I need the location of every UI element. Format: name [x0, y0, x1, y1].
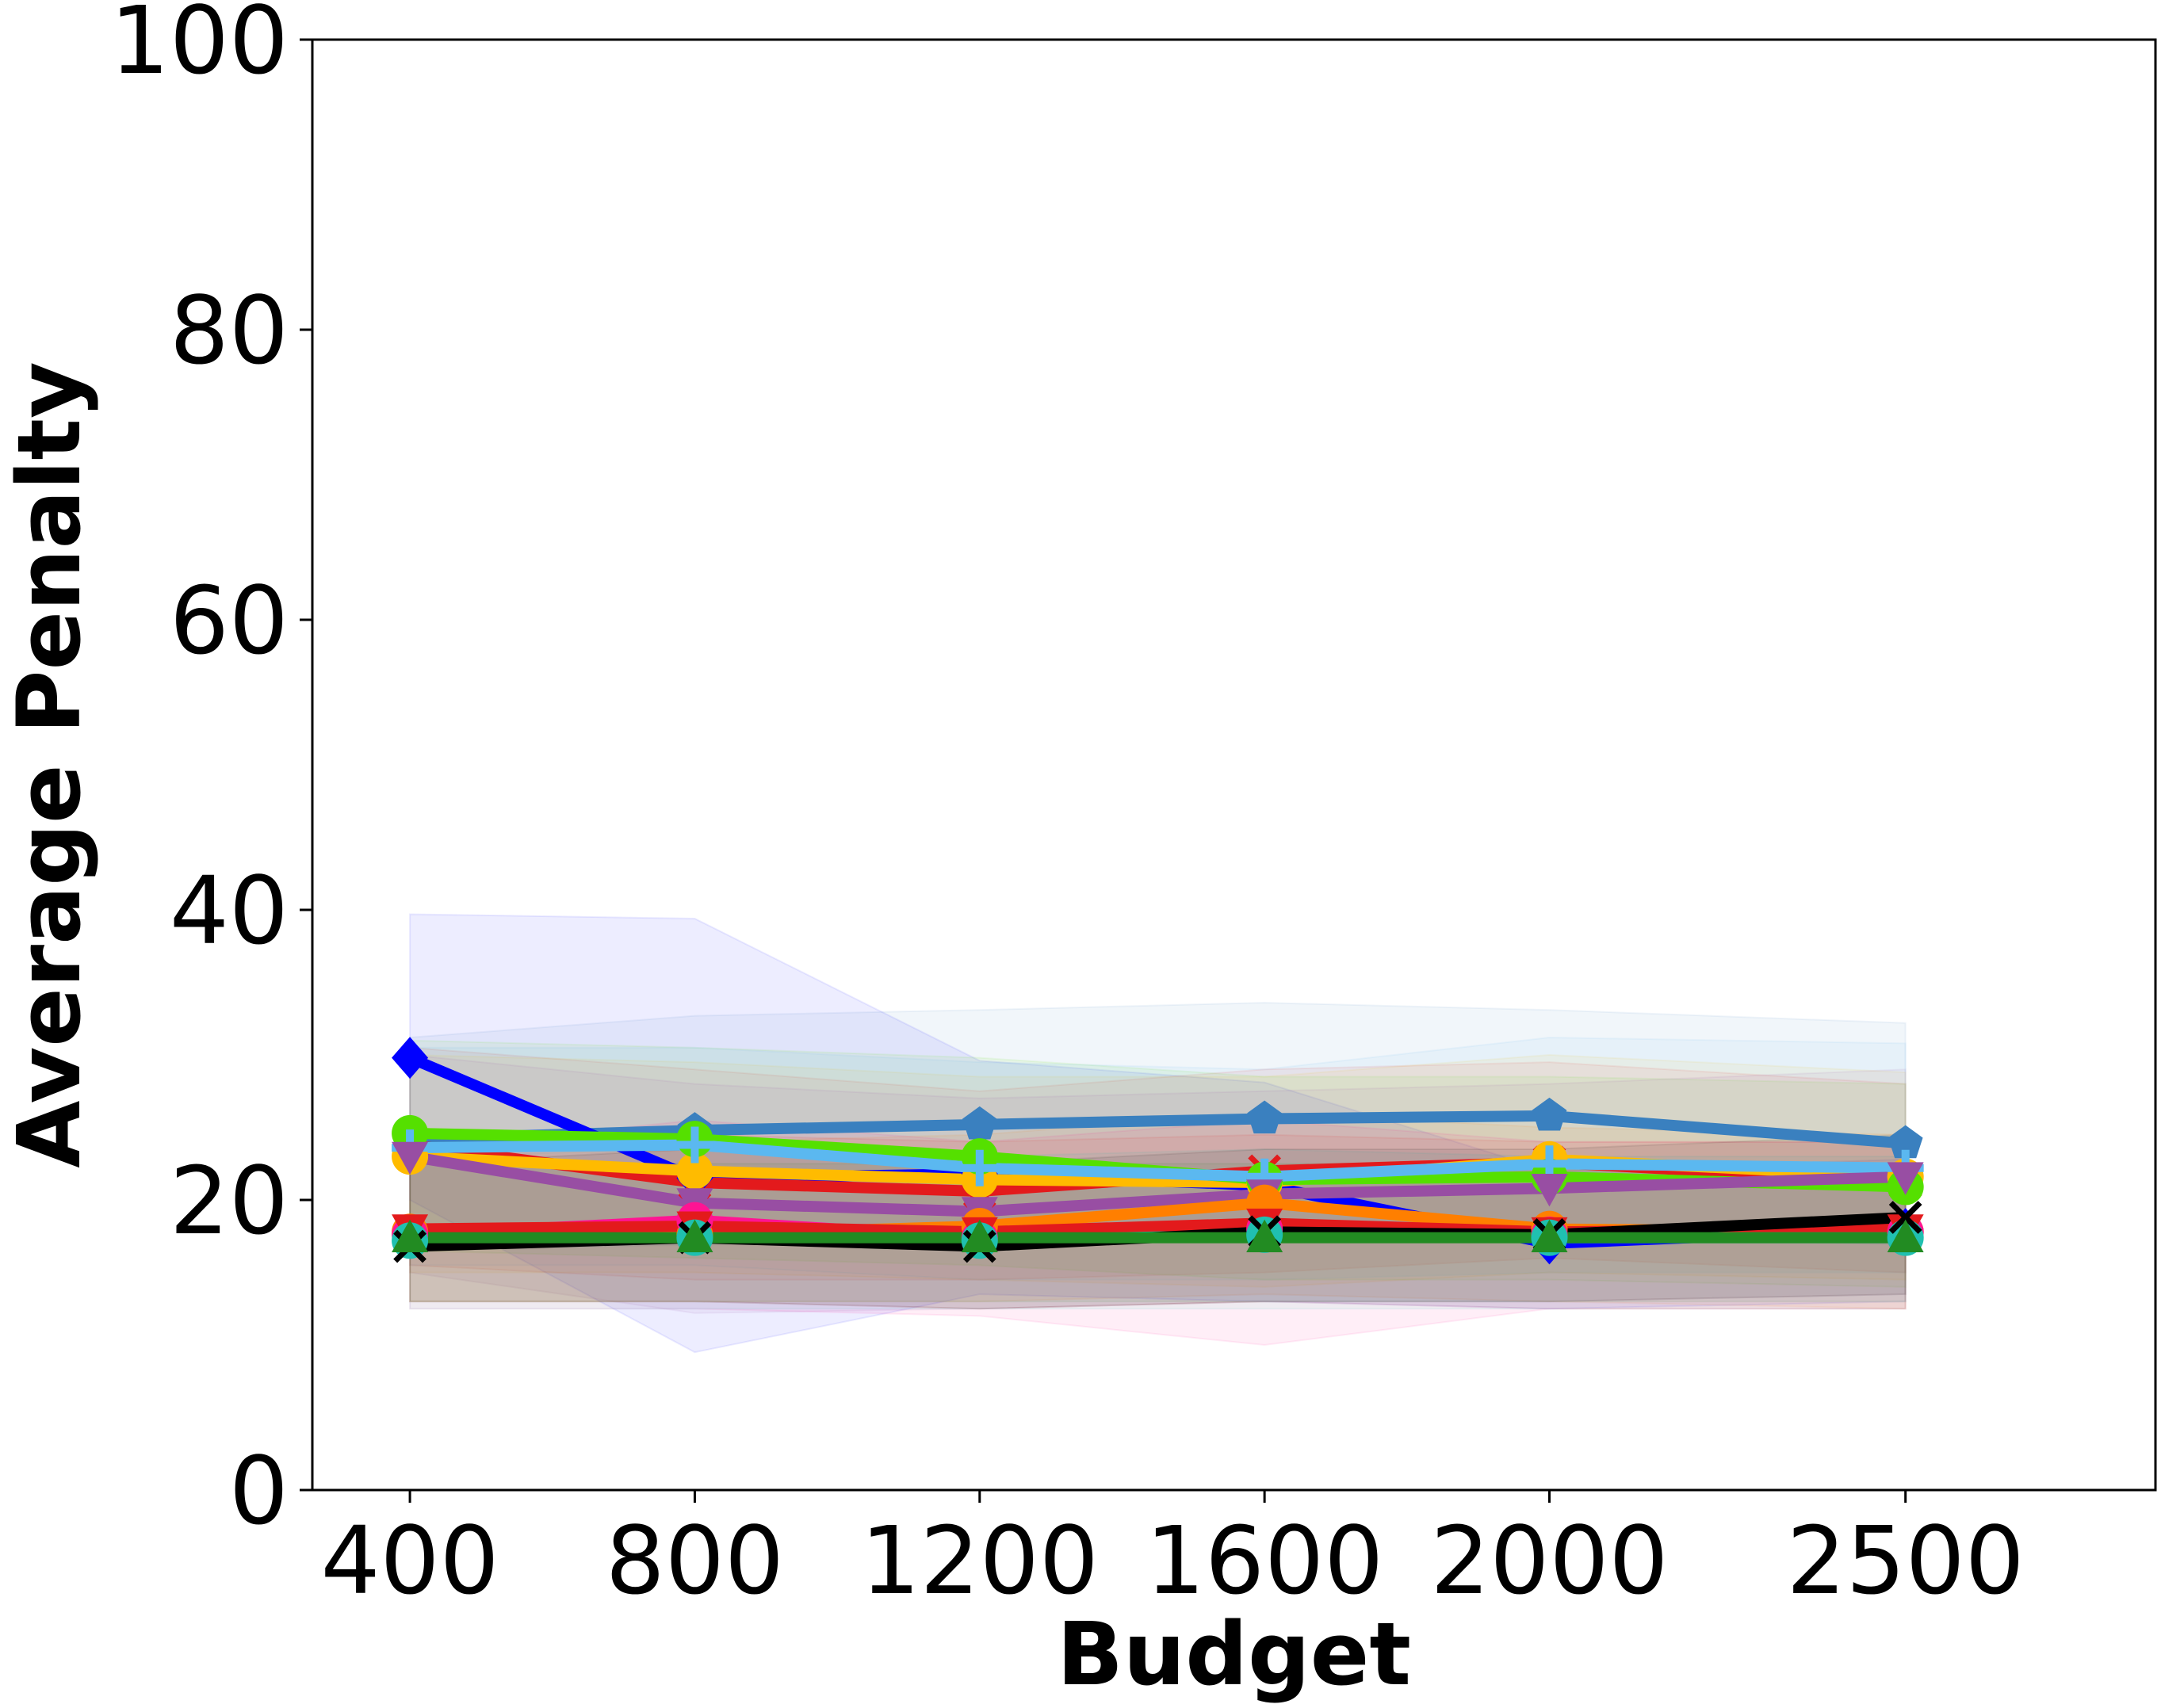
data-point — [1887, 1219, 1924, 1252]
y-tick-label: 60 — [170, 566, 289, 675]
y-tick-label: 0 — [229, 1436, 289, 1546]
y-axis-title: Average Penalty — [0, 361, 100, 1167]
x-tick-label: 1600 — [1146, 1506, 1383, 1615]
data-point — [1888, 1125, 1923, 1159]
data-point-stroke — [1888, 1201, 1922, 1234]
data-point — [392, 1219, 429, 1252]
series-markers — [392, 1037, 1924, 1265]
series-line — [404, 1151, 1911, 1217]
data-point — [1887, 1162, 1924, 1195]
y-tick-label: 40 — [170, 856, 289, 965]
data-point — [392, 1141, 429, 1175]
y-tick-label: 20 — [170, 1146, 289, 1255]
x-tick-label: 2000 — [1430, 1506, 1668, 1615]
data-point — [1531, 1219, 1568, 1252]
y-tick-label: 80 — [170, 276, 289, 385]
x-tick-label: 800 — [606, 1506, 784, 1615]
data-point — [676, 1219, 713, 1252]
confidence-band — [409, 1037, 1907, 1281]
data-point — [1532, 1097, 1567, 1131]
data-point — [1888, 1201, 1922, 1234]
data-point — [1531, 1173, 1568, 1207]
series-line — [404, 1110, 1911, 1149]
series-lines — [404, 1052, 1911, 1252]
data-point — [676, 1152, 713, 1190]
x-axis: 400 800 1200 1600 2000 2500 — [320, 1490, 2025, 1615]
data-point — [392, 1037, 429, 1079]
data-point — [962, 1106, 997, 1140]
x-tick-label: 2500 — [1787, 1506, 2025, 1615]
y-axis: 0 20 40 60 80 100 — [110, 0, 312, 1546]
x-tick-label: 1200 — [861, 1506, 1099, 1615]
data-point — [1246, 1219, 1283, 1252]
x-tick-label: 400 — [320, 1506, 499, 1615]
data-point — [1247, 1100, 1283, 1134]
plot-frame — [311, 38, 2157, 1492]
data-point — [676, 1126, 713, 1164]
x-axis-title: Budget — [1057, 1603, 1411, 1705]
series-line — [404, 1139, 1911, 1183]
data-point — [961, 1219, 998, 1252]
y-tick-label: 100 — [110, 0, 289, 95]
data-point — [961, 1149, 998, 1186]
